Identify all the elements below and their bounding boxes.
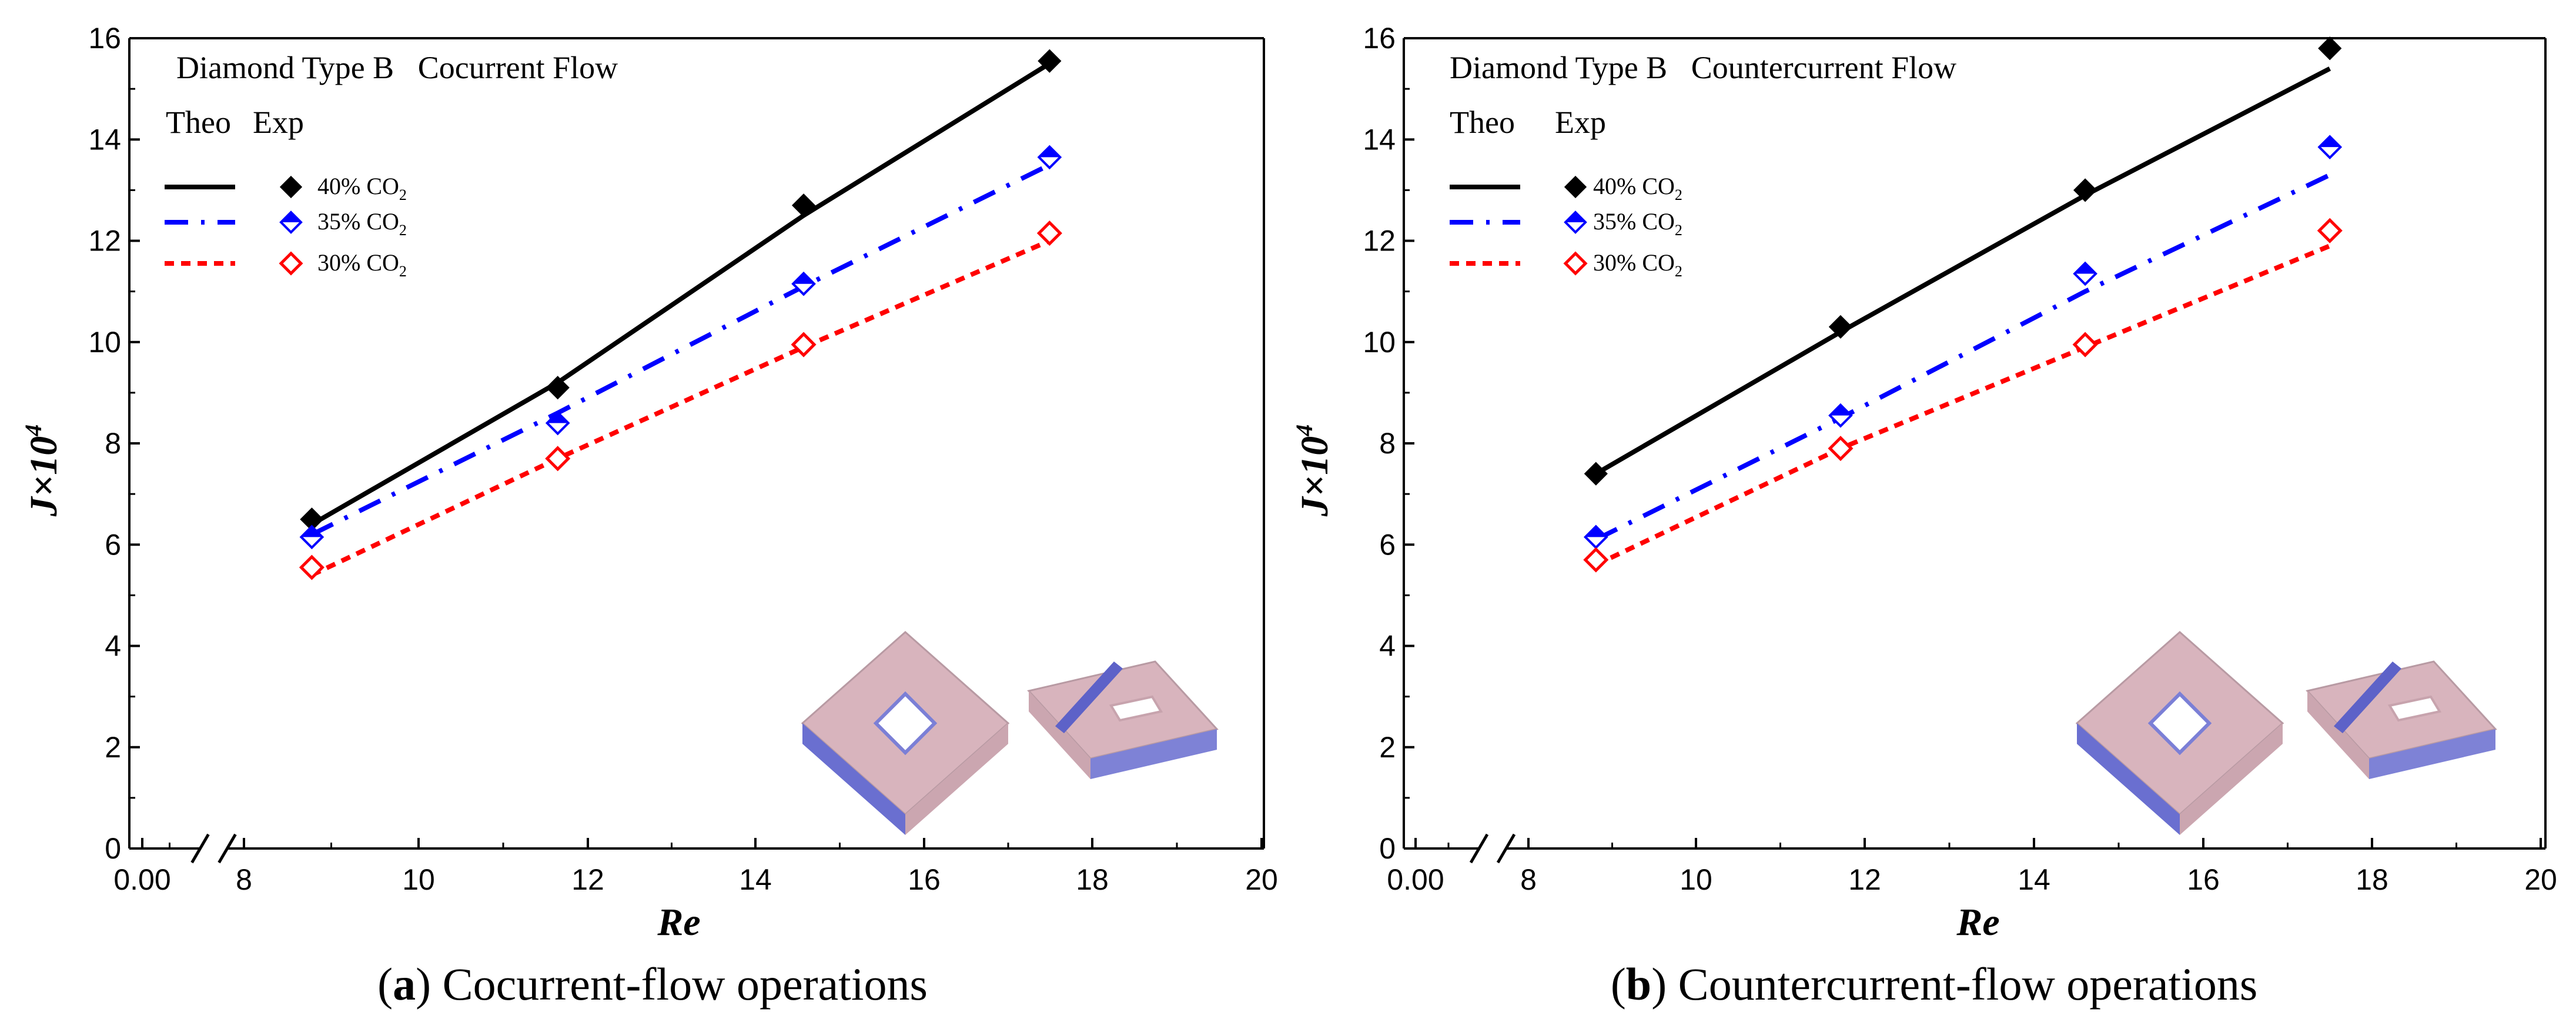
panel-b-exp-point-30 <box>2072 332 2098 358</box>
panel-b-theo-line-40 <box>1594 66 2331 476</box>
panel-a-x-tick-label: 12 <box>571 863 604 896</box>
panel-b-caption: (b) Countercurrent-flow operations <box>1611 958 2257 1010</box>
panel-b-legend-marker-40 <box>1564 175 1587 199</box>
panel-a-x-tick-label: 8 <box>236 863 252 896</box>
panel-b-y-tick-label: 8 <box>1379 427 1396 460</box>
panel-b-x-tick-label: 20 <box>2524 863 2557 896</box>
panel-b-x-tick-label: 18 <box>2356 863 2388 896</box>
panel-b-exp-point-40 <box>2318 36 2342 61</box>
panel-b-x-tick-label: 0.00 <box>1387 863 1444 896</box>
panel-b-x-tick-label: 14 <box>2018 863 2050 896</box>
panel-a-y-tick-label: 0 <box>105 832 121 865</box>
panel-b-x-axis-label: Re <box>1956 901 1999 944</box>
panel-a-axis-break <box>190 833 237 864</box>
panel-b-legend-label-35: 35% CO2 <box>1593 208 1682 239</box>
panel-b-y-tick-label: 10 <box>1363 326 1396 359</box>
panel-a-exp-point-40 <box>791 193 816 218</box>
panel-a-legend-header-theo: Theo <box>166 105 231 140</box>
panel-b-axis-break <box>1469 833 1516 864</box>
panel-a-y-tick-label: 4 <box>105 630 121 663</box>
panel-a-legend-marker-35 <box>279 211 303 234</box>
panel-a-y-axis-label: J×104 <box>20 425 65 517</box>
panel-a-exp-point-40 <box>546 376 570 400</box>
panel-a-spacer-illustration-cut <box>1027 660 1219 779</box>
panel-a-y-tick-label: 10 <box>88 326 121 359</box>
panel-a-exp-point-40 <box>1038 49 1062 73</box>
panel-b-y-axis-label: J×104 <box>1291 425 1336 517</box>
panel-a-y-tick-label: 8 <box>105 427 121 460</box>
panel-b-exp-point-35 <box>2073 261 2097 286</box>
panel-b-spacer-illustration-diamond <box>2075 630 2284 835</box>
panel-b-theo-line-35 <box>1595 172 2331 542</box>
panel-b-legend-label-40: 40% CO2 <box>1593 173 1682 203</box>
panel-b-y-tick-label: 2 <box>1379 731 1396 764</box>
panel-b-exp-point-35 <box>1828 403 1853 428</box>
panel-b-x-tick-label: 10 <box>1680 863 1712 896</box>
panel-b-x-tick-label: 8 <box>1520 863 1537 896</box>
panel-a-title: Diamond Type B Cocurrent Flow <box>176 50 618 85</box>
panel-a-y-tick-label: 14 <box>88 123 121 156</box>
panel-a-x-tick-label: 10 <box>402 863 435 896</box>
panel-b-exp-point-40 <box>1828 315 1853 339</box>
panel-a: Diamond Type B Cocurrent Flow Theo Exp 4… <box>20 50 928 1010</box>
panel-a-plot: 0 2 4 6 8 10 12 14 16 0.00 8 10 12 14 16 18 20 <box>88 22 1277 896</box>
panel-a-theo-line-35 <box>310 162 1051 537</box>
panel-a-spacer-illustration-diamond <box>801 630 1010 835</box>
panel-a-x-tick-label: 16 <box>908 863 941 896</box>
panel-b-exp-point-30 <box>1828 436 1854 462</box>
panel-b-legend-marker-35 <box>1564 211 1587 234</box>
panel-a-legend-label-30: 30% CO2 <box>317 249 407 280</box>
panel-a-legend-label-40: 40% CO2 <box>317 173 407 203</box>
panel-b-exp-point-30 <box>1583 547 1609 573</box>
panel-b-x-tick-label: 12 <box>1848 863 1881 896</box>
panel-b: Diamond Type B Countercurrent Flow Theo … <box>1291 50 2257 1010</box>
panel-b-plot: 0 2 4 6 8 10 12 14 16 0.00 8 10 12 14 16 18 20 <box>1363 22 2557 896</box>
panel-a-exp-point-30 <box>545 446 571 472</box>
panel-a-y-tick-label: 2 <box>105 731 121 764</box>
panel-a-y-tick-label: 6 <box>105 528 121 561</box>
panel-b-legend-header-theo: Theo <box>1450 105 1515 140</box>
panel-b-exp-point-30 <box>2317 218 2343 243</box>
panel-a-exp-point-30 <box>1036 220 1062 246</box>
panel-a-y-tick-label: 12 <box>88 225 121 258</box>
panel-a-theo-line-30 <box>310 238 1051 577</box>
panel-a-x-tick-label: 20 <box>1245 863 1278 896</box>
panel-a-x-tick-label: 0.00 <box>113 863 170 896</box>
panel-b-y-tick-label: 6 <box>1379 528 1396 561</box>
panel-a-exp-point-35 <box>1037 145 1062 170</box>
panel-a-exp-point-35 <box>791 271 816 296</box>
panel-b-legend-marker-30 <box>1563 251 1588 276</box>
panel-b-y-tick-label: 16 <box>1363 22 1396 55</box>
panel-a-exp-point-35 <box>299 524 324 550</box>
panel-b-title: Diamond Type B Countercurrent Flow <box>1450 50 1956 85</box>
panel-a-x-tick-label: 18 <box>1076 863 1109 896</box>
panel-a-legend-header-exp: Exp <box>253 105 304 140</box>
panel-b-spacer-illustration-cut <box>2306 660 2497 779</box>
panel-a-theo-line-40 <box>310 61 1051 527</box>
panel-b-exp-point-40 <box>1584 462 1608 486</box>
panel-b-y-tick-label: 4 <box>1379 630 1396 663</box>
panel-a-legend-marker-40 <box>279 175 303 199</box>
panel-a-exp-point-35 <box>545 410 570 436</box>
panel-a-x-axis-label: Re <box>657 901 700 944</box>
panel-b-legend-label-30: 30% CO2 <box>1593 249 1682 280</box>
panel-b-legend-header-exp: Exp <box>1555 105 1606 140</box>
panel-b-exp-point-35 <box>2317 135 2343 159</box>
panel-a-caption: (a) Cocurrent-flow operations <box>377 958 928 1010</box>
panel-b-x-tick-label: 16 <box>2187 863 2220 896</box>
panel-b-y-tick-label: 14 <box>1363 123 1396 156</box>
panel-b-y-tick-label: 12 <box>1363 225 1396 258</box>
panel-b-exp-point-35 <box>1583 524 1608 550</box>
panel-b-y-tick-label: 0 <box>1379 832 1396 865</box>
panel-a-exp-point-30 <box>299 554 324 580</box>
panel-a-exp-point-30 <box>791 332 817 358</box>
panel-a-y-tick-label: 16 <box>88 22 121 55</box>
panel-a-legend-marker-30 <box>279 251 303 276</box>
panel-a-legend-label-35: 35% CO2 <box>317 208 407 239</box>
panel-b-theo-line-30 <box>1595 243 2331 567</box>
panel-b-exp-point-40 <box>2073 178 2097 202</box>
panel-a-x-tick-label: 14 <box>739 863 772 896</box>
